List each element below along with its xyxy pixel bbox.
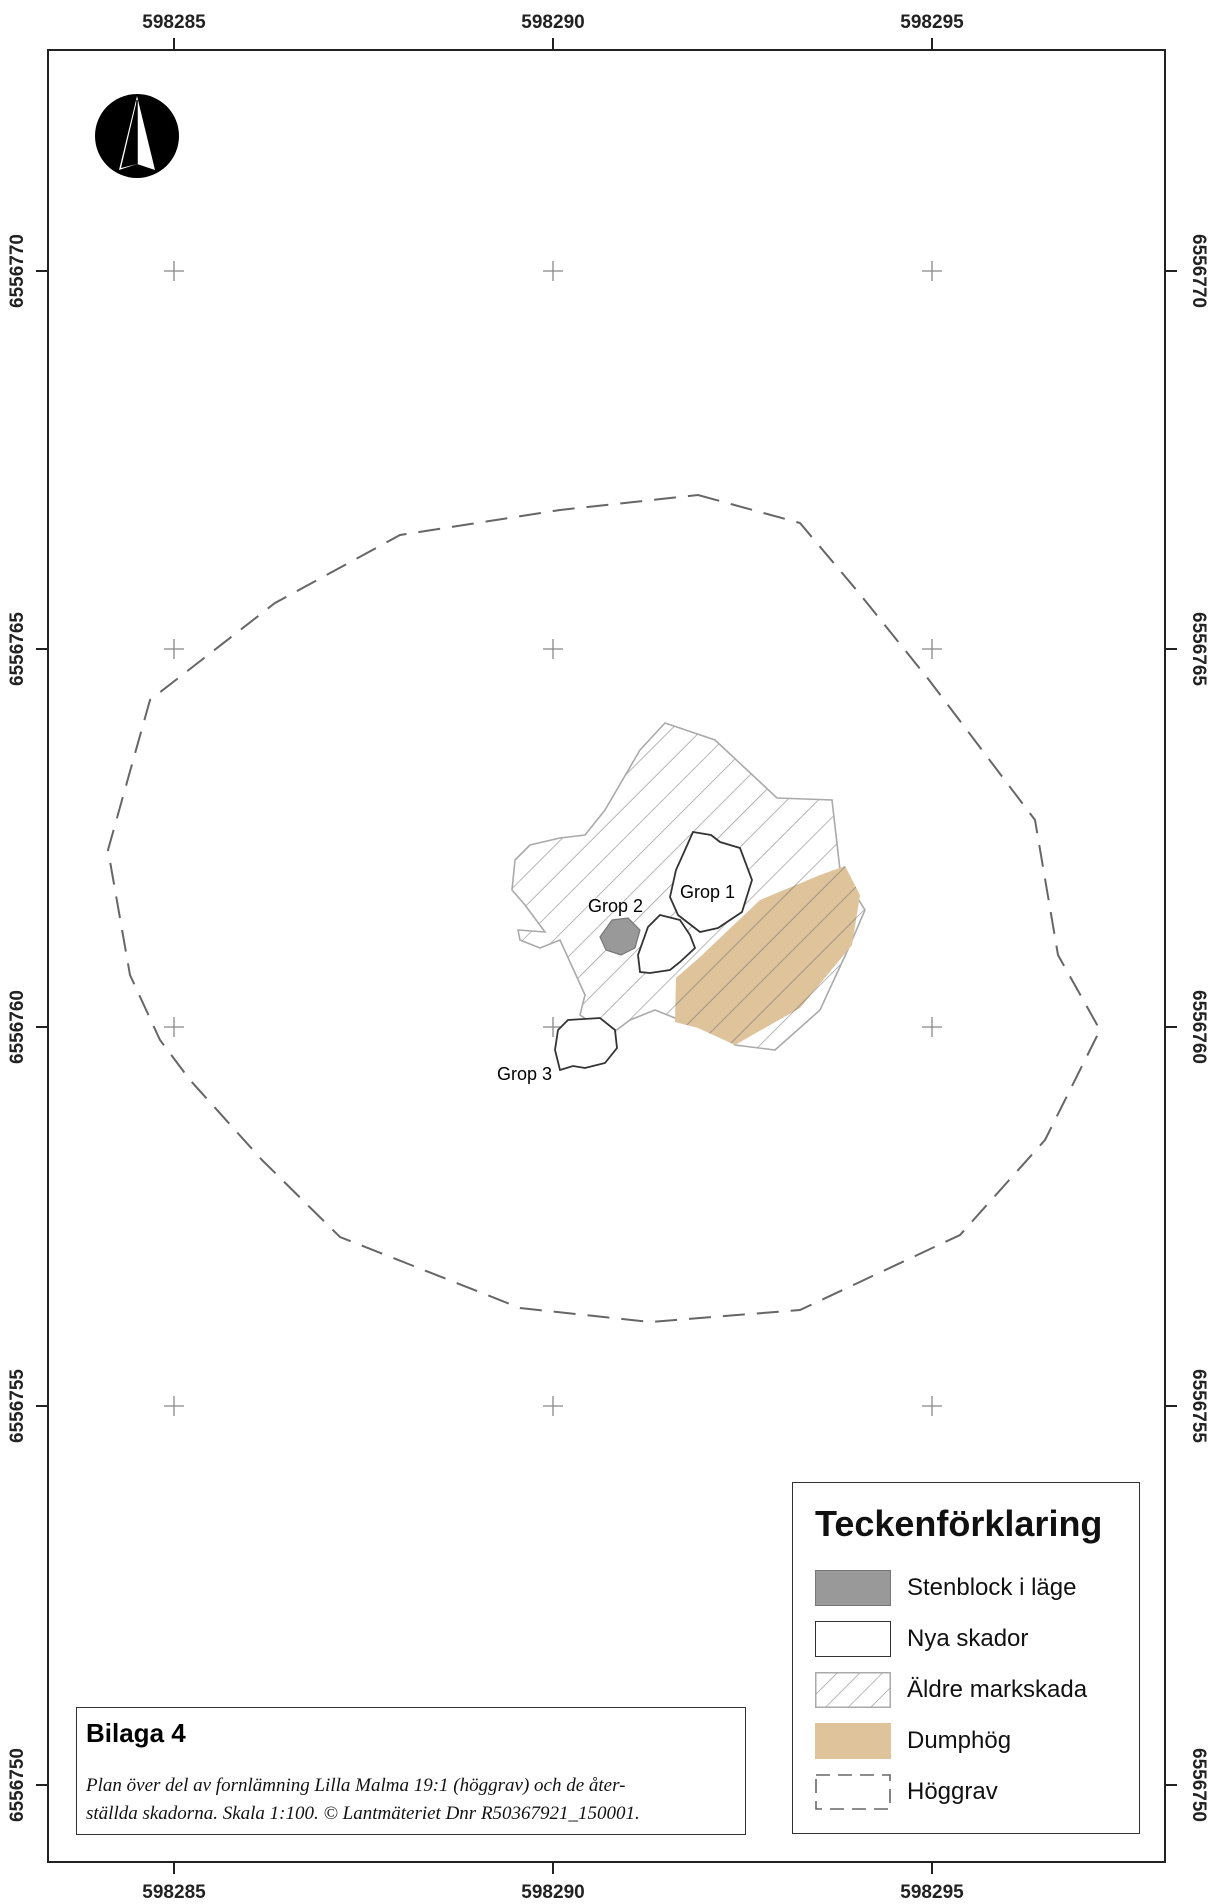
x-tick-label-top-598285: 598285 (142, 12, 206, 33)
north-arrow-icon (95, 94, 179, 178)
legend-swatch-hoggrav (815, 1774, 891, 1810)
grop-3-label: Grop 3 (497, 1064, 552, 1084)
legend-item-stenblock: Stenblock i läge (815, 1570, 1135, 1606)
grop-2-boulder (599, 917, 641, 956)
caption-title: Bilaga 4 (86, 1718, 186, 1748)
y-axis-right: 6556770 6556765 6556760 6556755 6556750 (1165, 234, 1209, 1822)
x-tick-label-bottom-598295: 598295 (900, 1882, 964, 1903)
new-damage-pit (637, 914, 697, 974)
y-tick-label-right-6556755: 6556755 (1188, 1369, 1209, 1443)
legend-swatch-stenblock (815, 1570, 891, 1606)
legend: Teckenförklaring Stenblock i läge Nya sk… (792, 1482, 1140, 1834)
legend-swatch-aldre-markskada (815, 1672, 891, 1708)
y-tick-label-left-6556755: 6556755 (7, 1369, 28, 1443)
x-tick-label-bottom-598290: 598290 (521, 1882, 584, 1903)
legend-label-nya-skador: Nya skador (907, 1625, 1029, 1652)
y-axis-left: 6556770 6556765 6556760 6556755 6556750 (7, 234, 48, 1822)
x-tick-label-top-598295: 598295 (900, 12, 964, 33)
legend-label-hoggrav: Höggrav (907, 1778, 998, 1805)
y-tick-label-left-6556770: 6556770 (7, 234, 28, 308)
y-tick-label-right-6556760: 6556760 (1188, 990, 1209, 1064)
y-tick-label-left-6556760: 6556760 (7, 990, 28, 1064)
hoggrav-outline (106, 493, 1102, 1324)
legend-label-aldre-markskada: Äldre markskada (907, 1676, 1088, 1703)
x-tick-label-bottom-598285: 598285 (142, 1882, 206, 1903)
legend-item-aldre-markskada: Äldre markskada (815, 1672, 1135, 1708)
legend-label-dumphog: Dumphög (907, 1727, 1012, 1754)
legend-label-stenblock: Stenblock i läge (907, 1574, 1077, 1601)
caption-text: Plan över del av fornlämning Lilla Malma… (86, 1772, 736, 1828)
y-tick-label-right-6556770: 6556770 (1188, 234, 1209, 308)
grop-1-label: Grop 1 (680, 882, 735, 902)
caption-line-2: ställda skadorna. Skala 1:100. © Lantmät… (86, 1803, 640, 1824)
y-tick-label-left-6556765: 6556765 (7, 612, 28, 686)
legend-title: Teckenförklaring (815, 1503, 1103, 1544)
legend-swatch-nya-skador (815, 1621, 891, 1657)
legend-item-dumphog: Dumphög (815, 1723, 1135, 1759)
grop-3-pit (554, 1017, 618, 1072)
caption-line-1: Plan över del av fornlämning Lilla Malma… (86, 1775, 626, 1796)
legend-item-nya-skador: Nya skador (815, 1621, 1135, 1657)
caption-box: Bilaga 4 Plan över del av fornlämning Li… (76, 1707, 746, 1835)
y-tick-label-right-6556765: 6556765 (1188, 612, 1209, 686)
x-tick-label-top-598290: 598290 (521, 12, 584, 33)
y-tick-label-right-6556750: 6556750 (1188, 1748, 1209, 1822)
grop-2-label: Grop 2 (588, 896, 643, 916)
grid-crosses (164, 261, 942, 1416)
legend-swatch-dumphog (815, 1723, 891, 1759)
y-tick-label-left-6556750: 6556750 (7, 1748, 28, 1822)
dumphog-hatch (675, 866, 860, 1045)
x-axis-bottom: 598285 598290 598295 (142, 1862, 964, 1903)
legend-item-hoggrav: Höggrav (815, 1774, 1135, 1810)
x-axis-top: 598285 598290 598295 (142, 12, 964, 50)
grop-1-pit (669, 830, 753, 933)
